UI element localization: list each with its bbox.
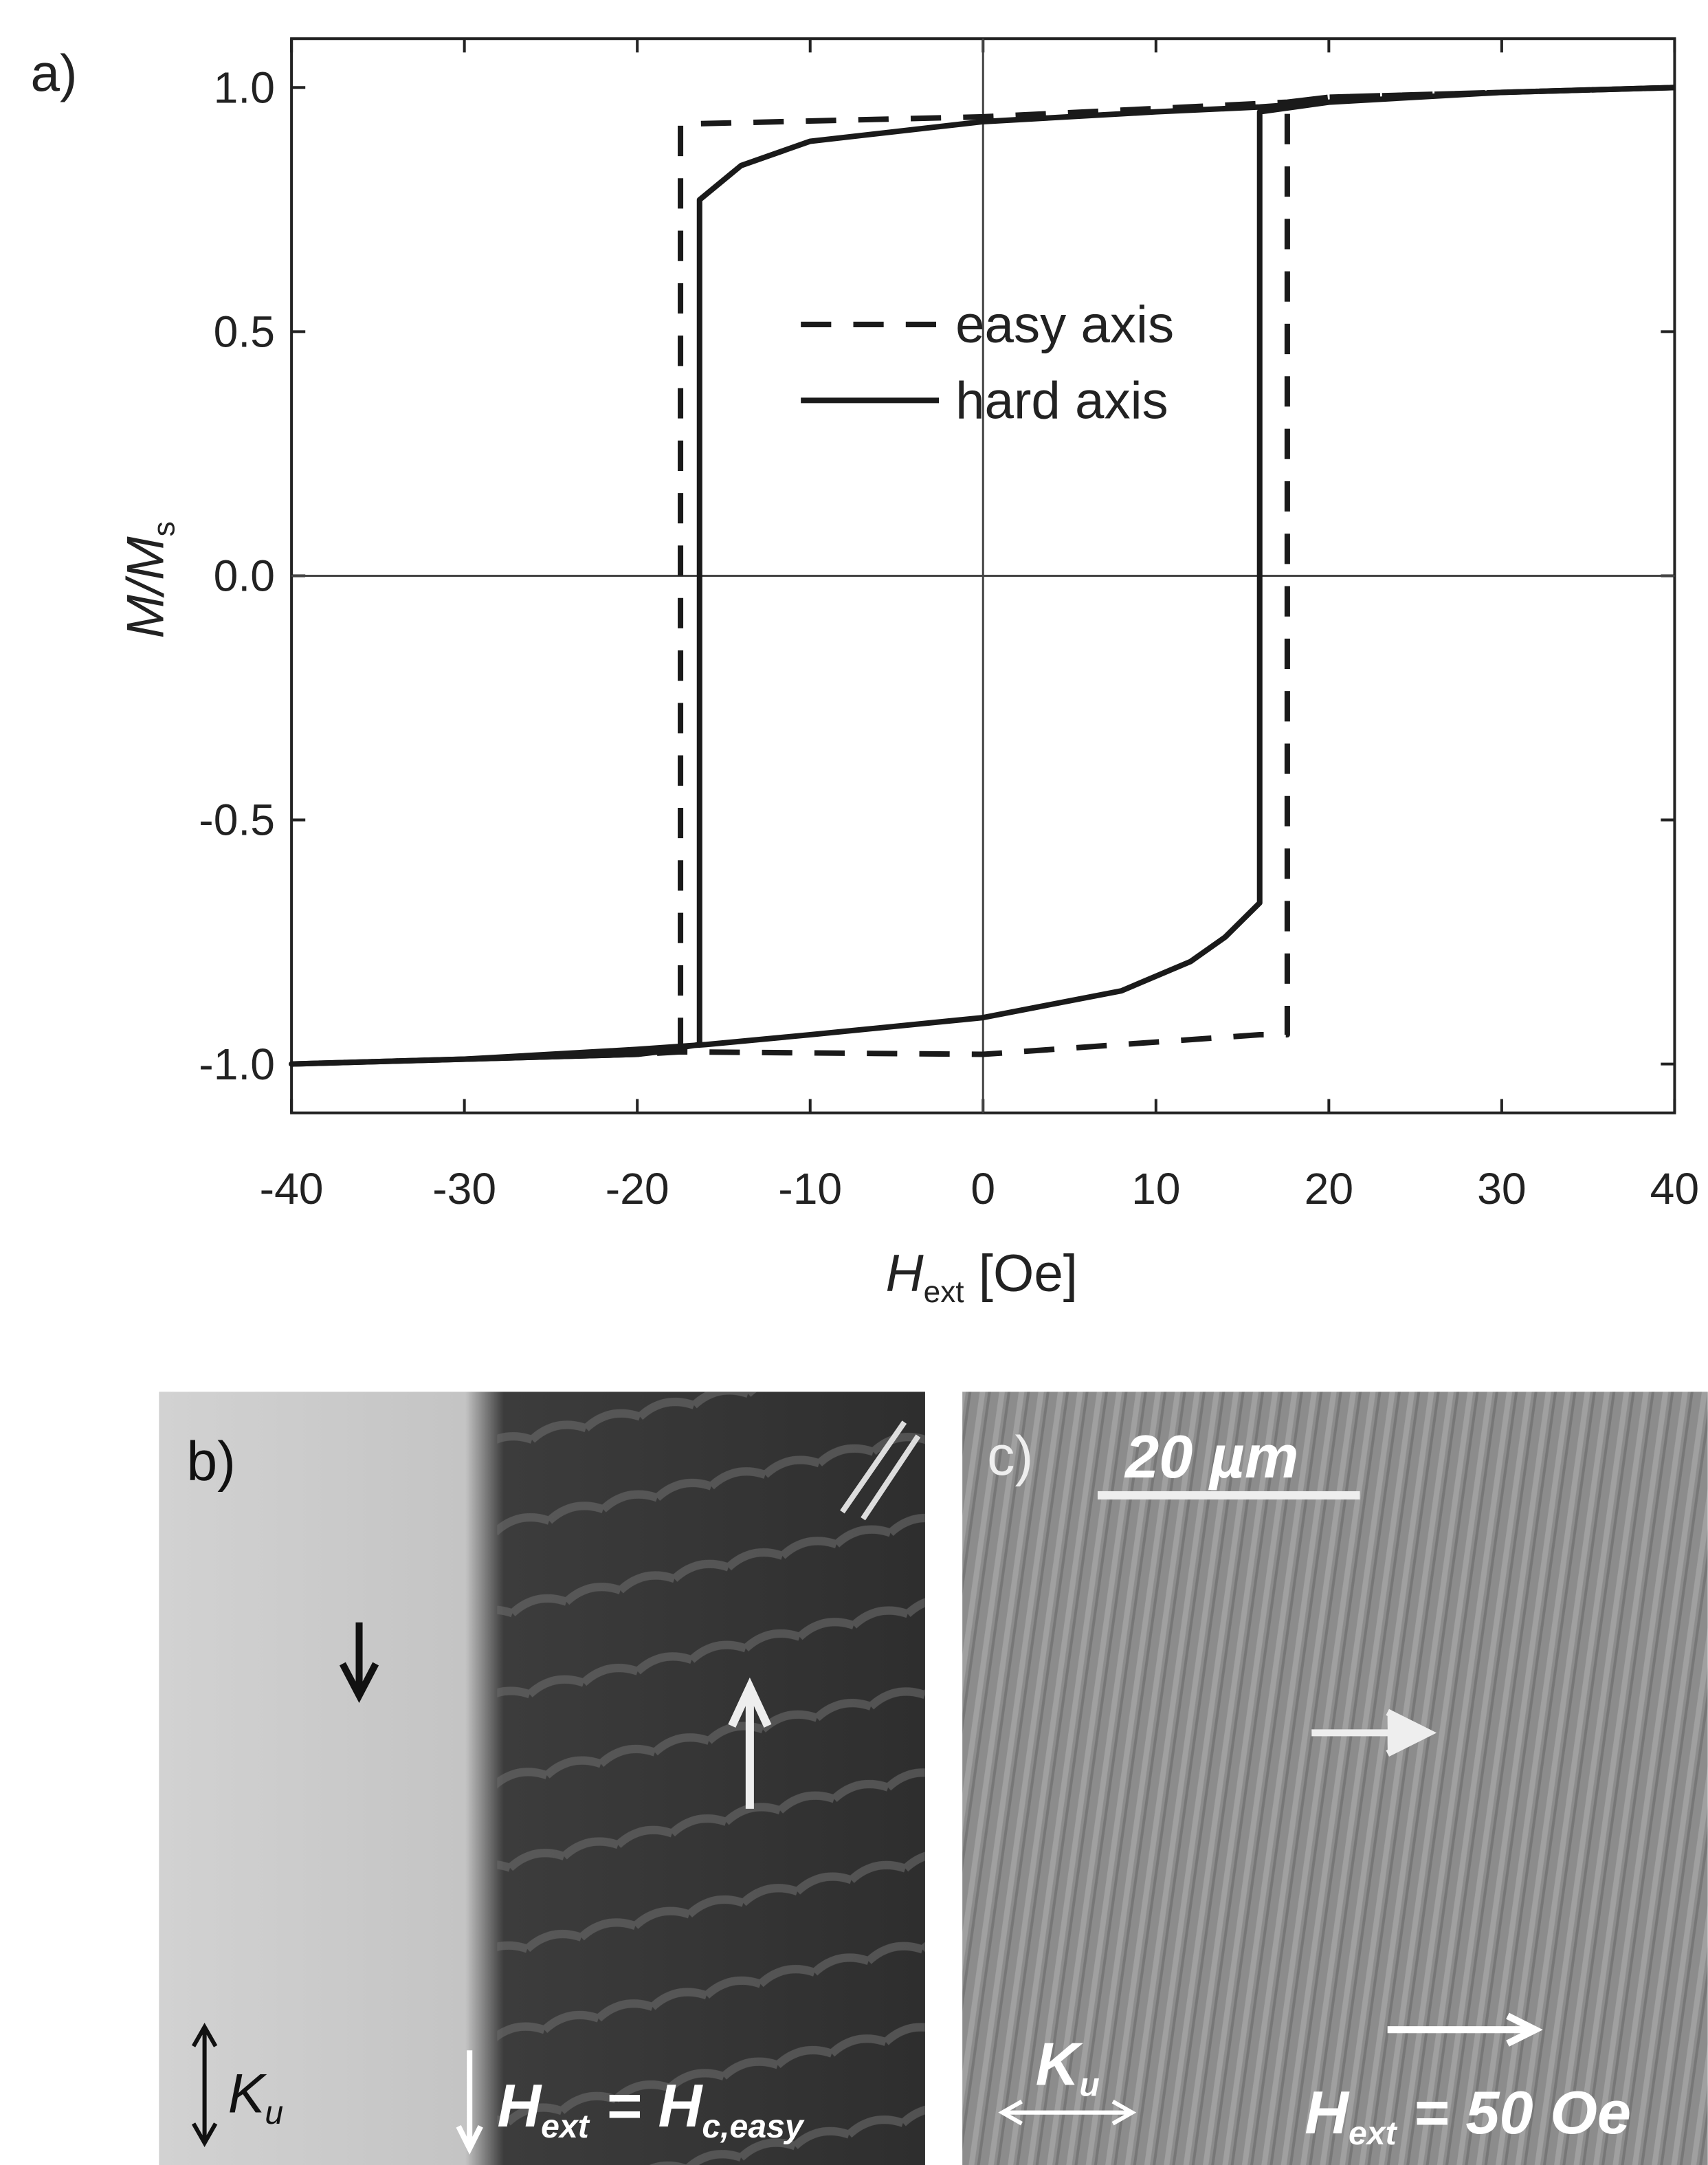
series-line <box>289 85 1675 1067</box>
label-part: ext <box>924 1275 964 1309</box>
x-tick-label: -20 <box>606 1164 669 1213</box>
scale-label: 20 µm <box>1124 1422 1298 1491</box>
legend-label: easy axis <box>955 296 1174 354</box>
scale-bar <box>1097 1491 1360 1500</box>
mark <box>840 1420 921 1521</box>
x-tick-label: 10 <box>1131 1164 1180 1213</box>
domain-texture <box>497 1392 925 2165</box>
label-part: K <box>1036 2030 1084 2098</box>
x-tick-label: 40 <box>1650 1164 1699 1213</box>
panel-b: b) Ku Hext = Hc,easy <box>159 1392 925 2165</box>
x-tick-label: -30 <box>432 1164 496 1213</box>
panel-label: b) <box>186 1431 235 1493</box>
label-part: H <box>1305 2078 1350 2146</box>
legend-label: hard axis <box>955 372 1168 430</box>
micrograph <box>962 1392 1708 2165</box>
arrow <box>728 1677 772 1809</box>
label-part: [Oe] <box>964 1244 1078 1303</box>
x-tick-label: 30 <box>1477 1164 1526 1213</box>
anisotropy-label: Ku <box>228 2063 283 2131</box>
x-tick-label: -10 <box>778 1164 842 1213</box>
anisotropy-label: Ku <box>1036 2030 1100 2104</box>
panel-c: c) 20 µm Ku Hext = 50 Oe <box>962 1392 1708 2165</box>
y-tick-label: 0.0 <box>214 551 275 601</box>
y-tick-label: -1.0 <box>199 1040 275 1089</box>
arrow <box>998 2100 1137 2126</box>
panel-label: a) <box>31 45 78 103</box>
arrow <box>191 2023 218 2147</box>
y-tick-label: 0.5 <box>214 307 275 356</box>
y-tick-label: 1.0 <box>214 63 275 112</box>
arrow <box>1311 1708 1437 1757</box>
field-label: Hext = Hc,easy <box>497 2071 805 2145</box>
field-label: Hext = 50 Oe <box>1305 2078 1631 2152</box>
arrow <box>1387 2012 1543 2047</box>
label-part: = 50 Oe <box>1397 2078 1631 2146</box>
label-part: ext <box>541 2108 590 2145</box>
arrow <box>339 1622 379 1704</box>
label-part: K <box>228 2063 267 2125</box>
label-part: M/M <box>116 536 175 639</box>
y-tick-label: -0.5 <box>199 795 275 845</box>
label-part: H <box>497 2071 542 2140</box>
x-tick-label: 0 <box>971 1164 995 1213</box>
arrow <box>456 2050 483 2155</box>
x-tick-label: 20 <box>1305 1164 1353 1213</box>
label-part: ext <box>1349 2115 1398 2152</box>
label-part: H <box>886 1244 924 1303</box>
y-axis-label: M/Ms <box>116 521 181 638</box>
label-part: = H <box>589 2071 704 2140</box>
panel-label: c) <box>987 1425 1033 1487</box>
x-tick-label: -40 <box>260 1164 324 1213</box>
x-axis-label: Hext [Oe] <box>886 1244 1078 1309</box>
label-part: c,easy <box>702 2108 805 2145</box>
label-part: u <box>1079 2067 1099 2104</box>
label-part: u <box>265 2094 283 2131</box>
label-part: s <box>147 521 181 536</box>
